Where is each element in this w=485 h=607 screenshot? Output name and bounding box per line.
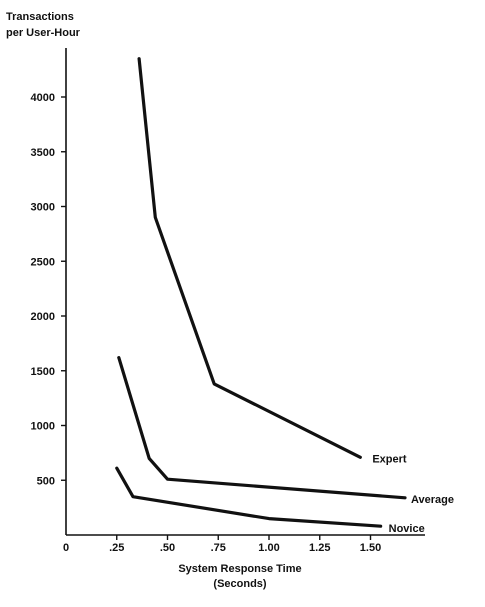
x-tick-label: .50 xyxy=(160,542,175,554)
series-line-average xyxy=(117,356,407,500)
x-tick-label: 1.25 xyxy=(309,542,330,554)
y-axis-title-line-2: per User-Hour xyxy=(6,27,81,39)
series-line-expert xyxy=(137,57,362,459)
x-axis-title: System Response Time (Seconds) xyxy=(178,563,301,590)
series-line-novice xyxy=(115,466,383,528)
y-tick-label: 2000 xyxy=(31,311,55,323)
y-tick-label: 2500 xyxy=(31,256,55,268)
x-tick-label: .75 xyxy=(211,542,226,554)
x-tick-label: 0 xyxy=(63,542,69,554)
y-tick-label: 1500 xyxy=(31,366,55,378)
y-axis-title: Transactions per User-Hour xyxy=(6,11,81,39)
y-tick-label: 500 xyxy=(37,475,55,487)
series-label-average: Average xyxy=(411,494,454,506)
x-tick-label: 1.00 xyxy=(258,542,279,554)
x-ticks: 0 .25 .50 .75 1.00 1.25 1.50 xyxy=(63,535,381,554)
y-ticks: 500 1000 1500 2000 2500 3000 3500 4000 xyxy=(31,92,66,487)
y-tick-label: 3000 xyxy=(31,202,55,214)
series-label-novice: Novice xyxy=(389,523,425,535)
y-tick-label: 1000 xyxy=(31,421,55,433)
x-axis-title-line-2: (Seconds) xyxy=(213,578,267,590)
series-group xyxy=(115,57,407,528)
x-tick-label: 1.50 xyxy=(360,542,381,554)
y-tick-label: 3500 xyxy=(31,147,55,159)
y-tick-label: 4000 xyxy=(31,92,55,104)
x-axis-title-line-1: System Response Time xyxy=(178,563,301,575)
series-label-expert: Expert xyxy=(372,453,407,465)
series-labels: Expert Average Novice xyxy=(372,453,454,535)
x-tick-label: .25 xyxy=(109,542,124,554)
y-axis-title-line-1: Transactions xyxy=(6,11,74,23)
